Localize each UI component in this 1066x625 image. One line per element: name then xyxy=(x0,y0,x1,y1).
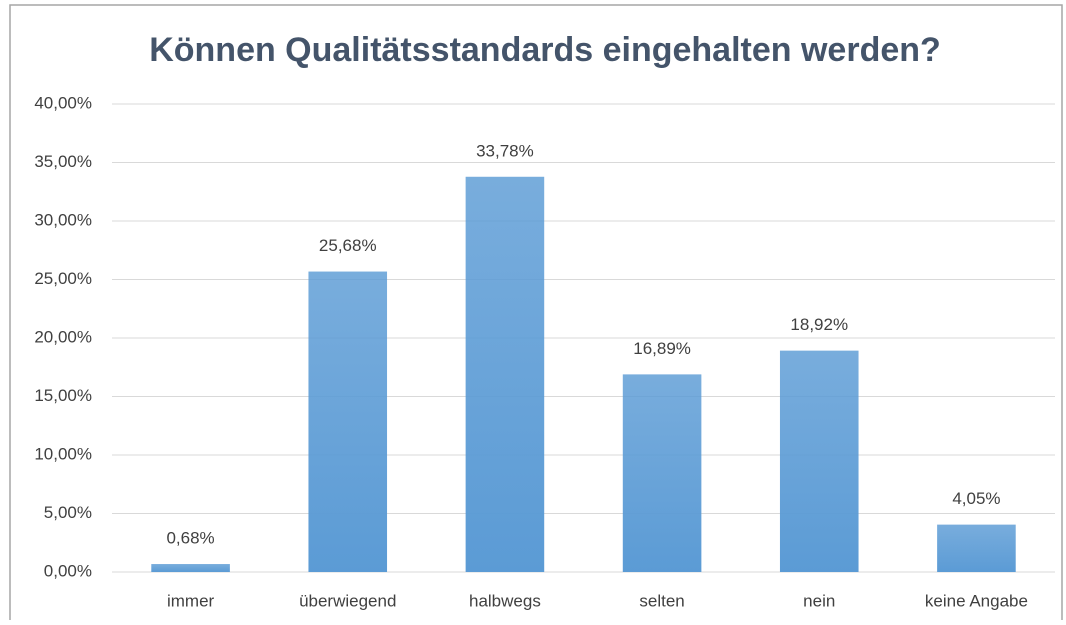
data-label: 33,78% xyxy=(476,141,534,160)
x-tick-label: halbwegs xyxy=(469,591,541,610)
y-tick-label: 5,00% xyxy=(44,503,92,522)
data-label: 16,89% xyxy=(633,339,691,358)
data-label: 25,68% xyxy=(319,236,377,255)
bar xyxy=(308,271,388,572)
bar xyxy=(937,524,1016,572)
y-tick-label: 25,00% xyxy=(34,269,92,288)
bar xyxy=(151,564,230,572)
data-label: 4,05% xyxy=(952,489,1000,508)
y-tick-label: 15,00% xyxy=(34,386,92,405)
y-tick-label: 40,00% xyxy=(34,93,92,112)
y-tick-label: 0,00% xyxy=(44,561,92,580)
x-tick-label: keine Angabe xyxy=(925,591,1028,610)
y-tick-label: 30,00% xyxy=(34,210,92,229)
x-tick-label: selten xyxy=(639,591,684,610)
x-tick-label: immer xyxy=(167,591,215,610)
data-label: 18,92% xyxy=(790,315,848,334)
y-tick-label: 35,00% xyxy=(34,152,92,171)
x-tick-label: nein xyxy=(803,591,835,610)
bar xyxy=(622,374,702,572)
bar xyxy=(779,350,859,572)
chart-title: Können Qualitätsstandards eingehalten we… xyxy=(149,31,941,69)
bar xyxy=(465,176,545,573)
data-label: 0,68% xyxy=(166,529,214,548)
x-tick-label: überwiegend xyxy=(299,591,396,610)
y-tick-label: 20,00% xyxy=(34,327,92,346)
y-tick-label: 10,00% xyxy=(34,444,92,463)
